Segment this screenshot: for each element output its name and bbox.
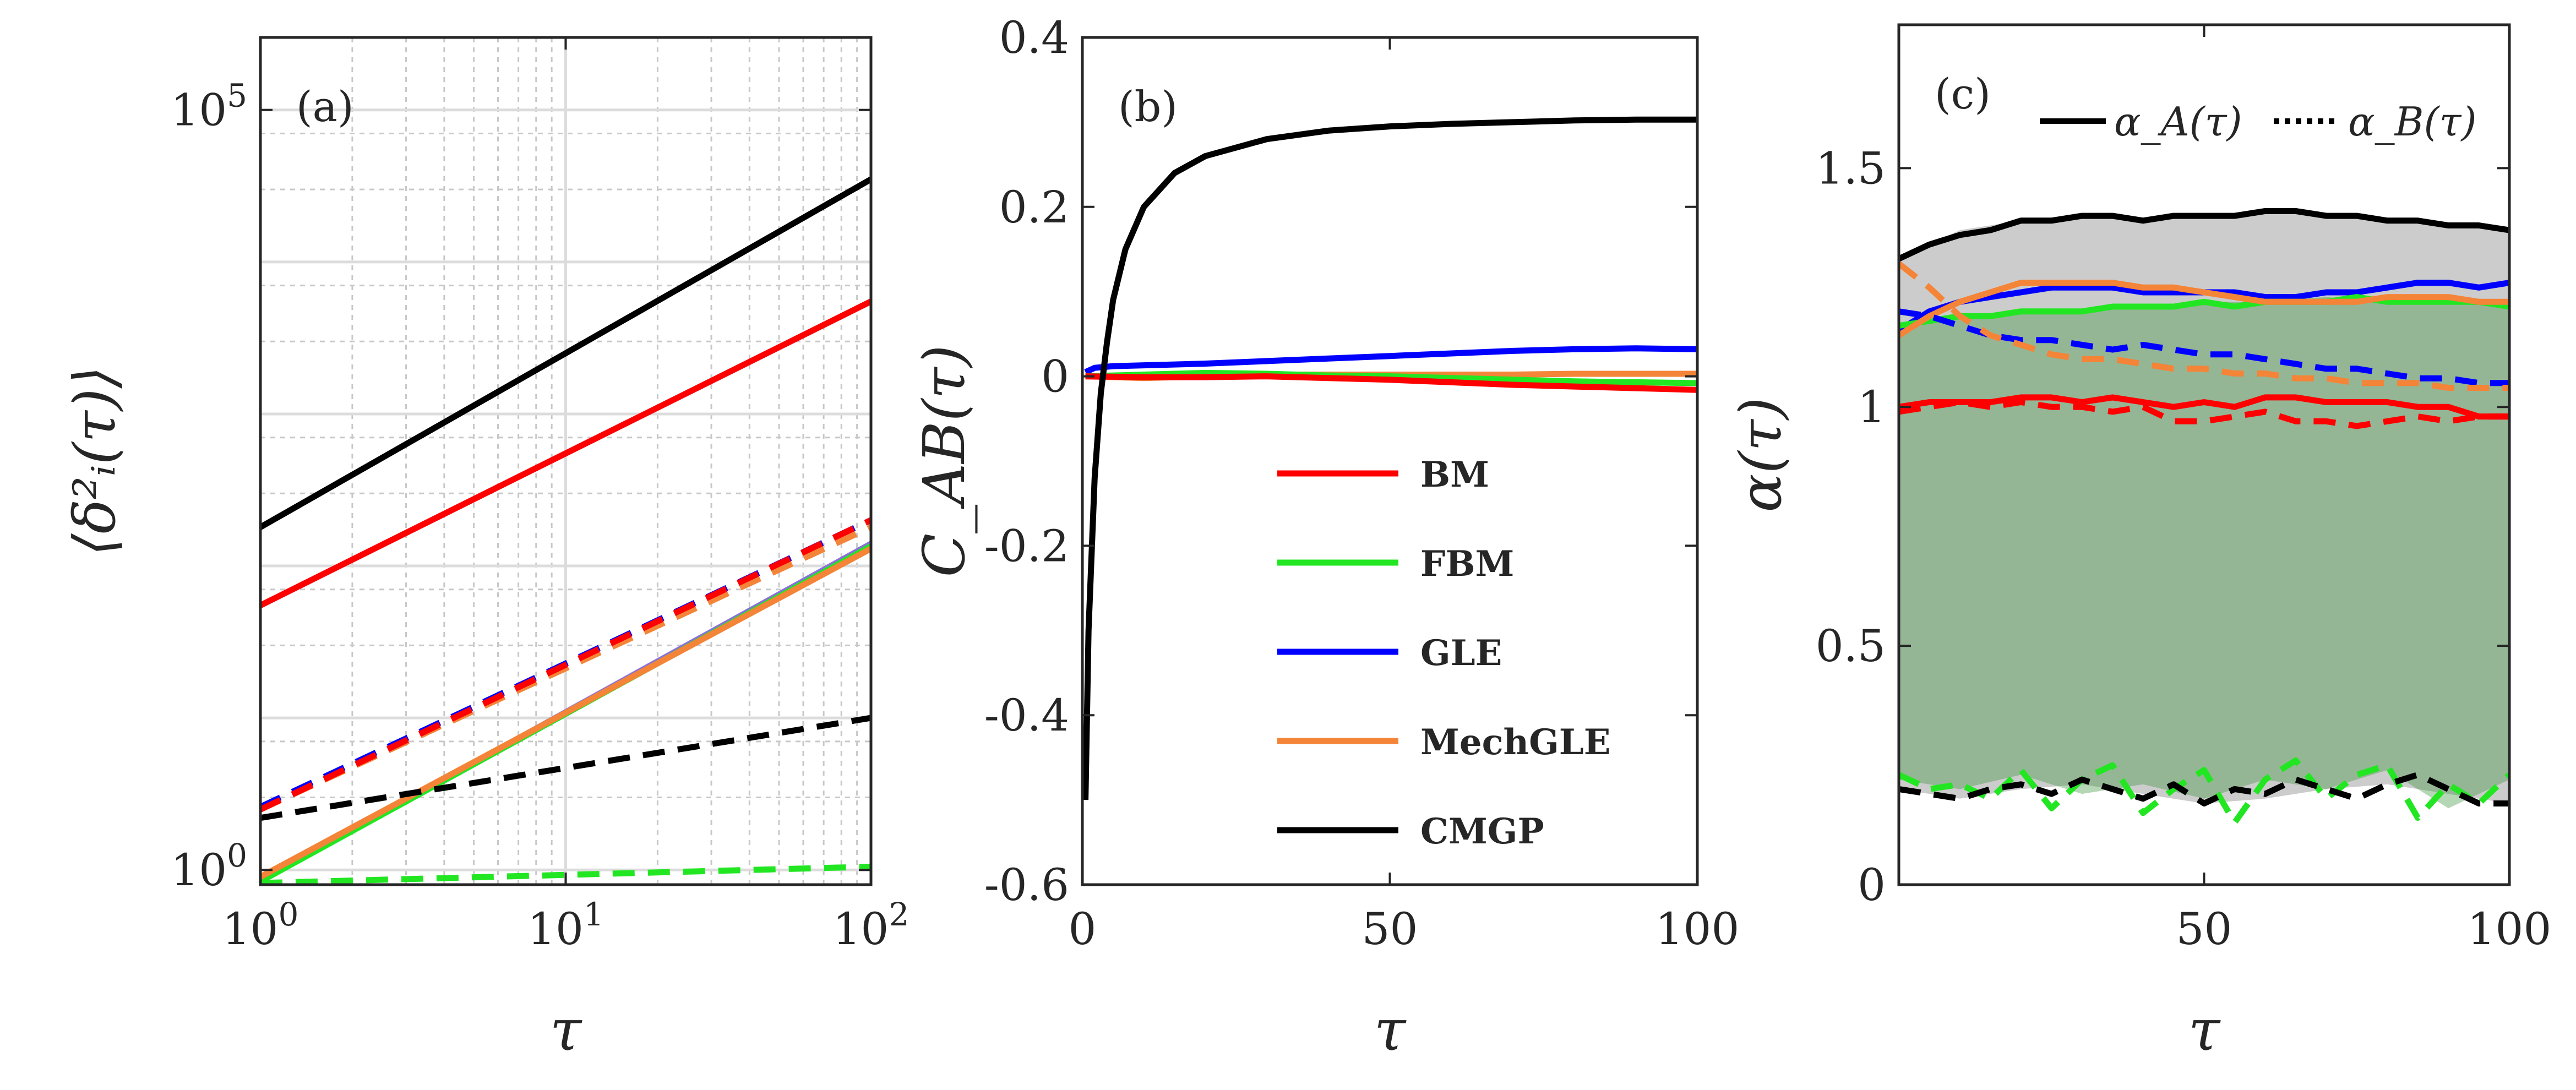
y-tick-label: 0 <box>1041 351 1069 402</box>
series-mechgle-b <box>1899 261 2509 391</box>
plot-area <box>1899 208 2509 826</box>
series-mechgle-a <box>260 546 871 880</box>
plot-area <box>1082 116 1697 800</box>
series-bm-b <box>260 517 871 813</box>
legend-label-mechgle: MechGLE <box>1420 722 1611 763</box>
y-axis-label: ⟨δ²ᵢ(τ)⟩ <box>61 366 128 556</box>
legend-label-gle: GLE <box>1420 633 1502 674</box>
x-tick-label: 50 <box>1362 903 1418 955</box>
y-tick-label: 1.5 <box>1816 143 1886 194</box>
x-axis-label: τ <box>550 996 582 1064</box>
series-cmgp <box>1082 116 1697 800</box>
panel-c: 50 100 0 0.5 1 1.5 τ α(τ) (c) α_A(τ) α_B(τ) <box>1727 23 2552 1064</box>
panel-label: (b) <box>1118 82 1178 131</box>
x-tick-label: 0 <box>1069 903 1097 955</box>
panel-label: (a) <box>296 82 354 131</box>
x-tick-label: 100 <box>1655 903 1740 955</box>
series-bm <box>1085 373 1697 393</box>
series-cmgp-a <box>1899 208 2509 262</box>
series-fbm-b <box>1899 757 2509 826</box>
x-tick-label: 100 <box>222 896 299 955</box>
x-tick-label: 100 <box>2468 903 2552 955</box>
legend-label-alpha-a: α_A(τ) <box>2114 99 2242 145</box>
series-bm-a <box>260 298 871 608</box>
series-gle <box>1084 345 1697 375</box>
y-axis-label: C_AB(τ) <box>911 345 978 577</box>
series-bm-a <box>1899 394 2509 420</box>
x-axis-label: τ <box>1374 996 1407 1064</box>
y-tick-label: 1 <box>1858 382 1886 433</box>
legend-label-bm: BM <box>1420 454 1489 495</box>
y-tick-label: 105 <box>171 77 247 136</box>
legend: α_A(τ) α_B(τ) <box>2040 99 2477 145</box>
series-cmgp-a <box>260 176 871 530</box>
series-fbm-a <box>1899 294 2509 329</box>
series-cmgp-b <box>1899 771 2509 806</box>
y-tick-label: -0.2 <box>984 520 1069 571</box>
series-fbm <box>1085 369 1697 386</box>
band-fbm-region <box>1899 297 2509 809</box>
series-fbm-b <box>260 863 871 885</box>
series-mechgle-a <box>1899 280 2509 338</box>
plot-area <box>260 176 871 885</box>
y-tick-label: -0.6 <box>984 859 1069 911</box>
panel-label: (c) <box>1935 69 1991 118</box>
panel-a: 100 101 102 100 105 τ ⟨δ²ᵢ(τ)⟩ (a) <box>61 36 910 1064</box>
y-tick-label: -0.4 <box>984 690 1069 741</box>
x-tick-label: 102 <box>833 896 910 955</box>
legend-label-fbm: FBM <box>1420 543 1514 585</box>
y-tick-label: 0.4 <box>999 12 1069 63</box>
y-tick-label: 0 <box>1858 859 1886 911</box>
x-tick-label: 50 <box>2176 903 2232 955</box>
grid <box>260 37 871 885</box>
y-axis-label: α(τ) <box>1727 397 1794 513</box>
panel-b: 0 50 100 -0.6 -0.4 -0.2 0 0.2 0.4 τ C_AB(τ) (b) BM FB… <box>911 12 1739 1064</box>
legend-label-cmgp: CMGP <box>1420 811 1544 852</box>
legend-label-alpha-b: α_B(τ) <box>2348 99 2477 145</box>
x-axis-label: τ <box>2188 996 2221 1064</box>
x-tick-label: 101 <box>527 896 604 955</box>
y-tick-label: 0.5 <box>1816 620 1886 672</box>
y-tick-label: 0.2 <box>999 182 1069 233</box>
legend: BM FBM GLE MechGLE CMGP <box>1277 454 1611 852</box>
y-tick-label: 100 <box>171 837 247 896</box>
band-cmgp-region <box>1899 211 2509 804</box>
